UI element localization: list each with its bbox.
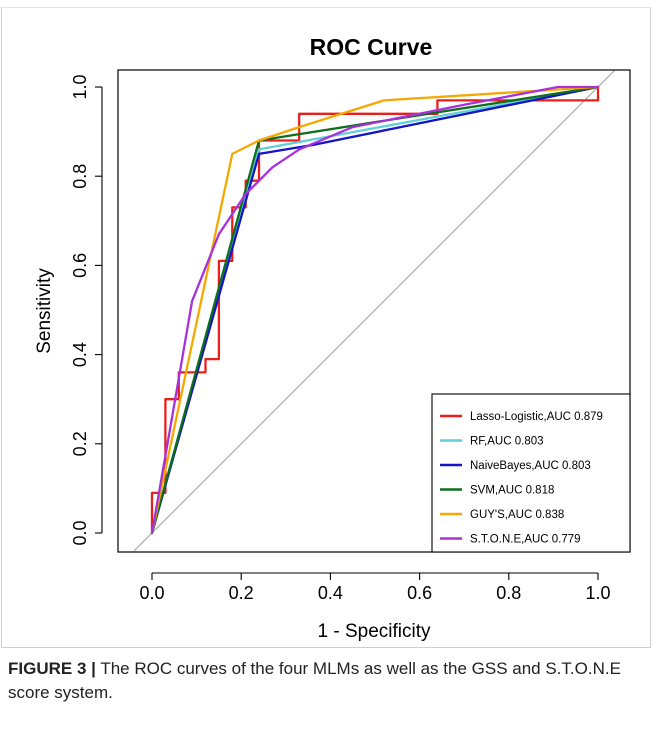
plot-frame (117, 69, 631, 553)
legend-box (431, 393, 631, 553)
chart-title: ROC Curve (310, 34, 433, 60)
series-line-4 (150, 85, 600, 535)
legend-label: SVM,AUC 0.818 (470, 485, 554, 497)
series-line-5 (150, 85, 600, 535)
y-tick-label: 0.2 (70, 431, 90, 456)
caption-separator: | (91, 659, 96, 678)
legend-label: NaiveBayes,AUC 0.803 (470, 460, 591, 472)
x-axis-label: 1 - Specificity (318, 621, 431, 642)
figure-caption: FIGURE 3 | The ROC curves of the four ML… (8, 657, 638, 705)
x-tick-label: 1.0 (585, 583, 610, 603)
series-line-2 (150, 85, 600, 535)
legend-label: GUY'S,AUC 0.838 (470, 509, 564, 521)
y-axis-label: Sensitivity (34, 268, 55, 354)
axes: 0.0 0.2 0.4 0.6 0.8 1.0 0.0 0.2 0.4 0.6 0.8 1.0 (70, 69, 631, 603)
x-tick-label: 0.4 (318, 583, 343, 603)
figure-border (1, 7, 651, 648)
y-tick-label: 0.8 (70, 164, 90, 189)
y-tick-label: 0.6 (70, 253, 90, 278)
caption-text: The ROC curves of the four MLMs as well … (8, 659, 621, 702)
x-tick-label: 0.0 (139, 583, 164, 603)
plot-area (133, 70, 616, 552)
y-tick-label: 1.0 (70, 74, 90, 99)
x-tick-label: 0.6 (407, 583, 432, 603)
x-tick-label: 0.8 (496, 583, 521, 603)
y-tick-label: 0.4 (70, 342, 90, 367)
y-tick-label: 0.0 (70, 520, 90, 545)
legend-label: S.T.O.N.E,AUC 0.779 (470, 534, 581, 546)
legend: Lasso-Logistic,AUC 0.879 RF,AUC 0.803 Naiv… (431, 393, 631, 553)
legend-label: RF,AUC 0.803 (470, 436, 544, 448)
legend-label: Lasso-Logistic,AUC 0.879 (470, 411, 603, 423)
roc-chart: ROC Curve Sensitivity 1 - Specificity 0.… (34, 34, 631, 642)
reference-diagonal (133, 70, 616, 552)
x-tick-label: 0.2 (229, 583, 254, 603)
caption-label: FIGURE 3 (8, 659, 87, 678)
